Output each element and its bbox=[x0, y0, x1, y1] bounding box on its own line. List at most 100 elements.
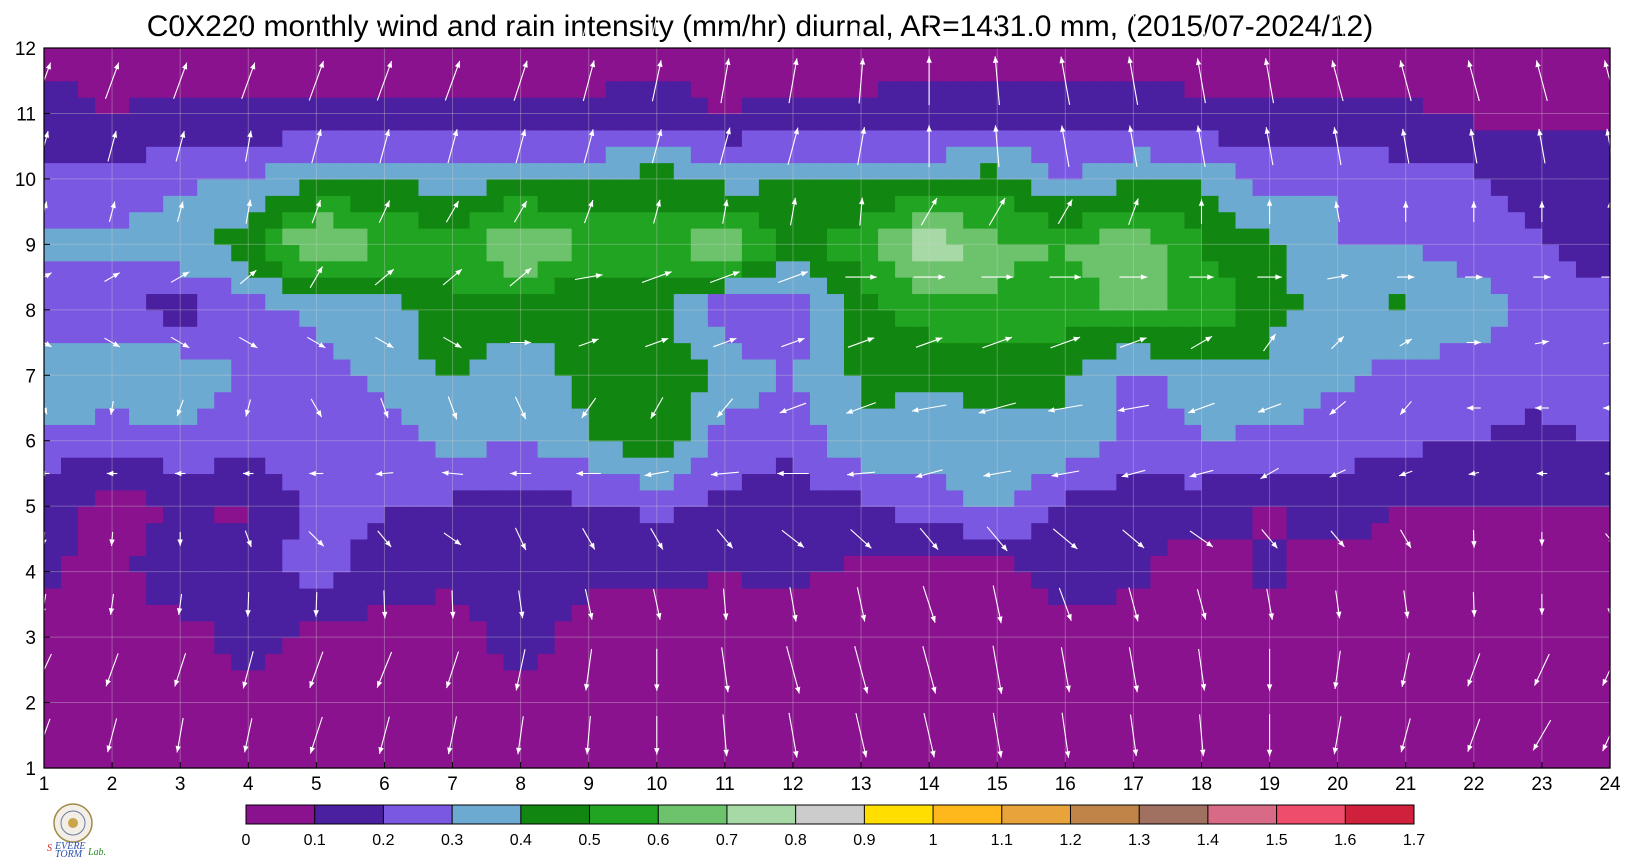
contour-cell bbox=[1541, 326, 1560, 344]
contour-cell bbox=[418, 751, 437, 769]
contour-cell bbox=[673, 162, 692, 180]
contour-cell bbox=[1184, 80, 1203, 98]
contour-cell bbox=[1048, 129, 1066, 147]
contour-cell bbox=[1337, 604, 1356, 622]
contour-cell bbox=[1592, 358, 1611, 376]
contour-cell bbox=[844, 97, 862, 115]
contour-cell bbox=[1218, 506, 1237, 524]
contour-cell bbox=[1218, 653, 1237, 671]
contour-cell bbox=[95, 293, 113, 311]
contour-cell bbox=[1235, 718, 1254, 736]
contour-cell bbox=[809, 506, 828, 524]
contour-cell bbox=[231, 718, 249, 736]
contour-cell bbox=[299, 473, 317, 491]
contour-cell bbox=[1065, 555, 1083, 573]
contour-cell bbox=[792, 375, 811, 393]
contour-cell bbox=[1388, 293, 1407, 311]
contour-cell bbox=[912, 293, 930, 311]
contour-cell bbox=[231, 538, 249, 556]
contour-cell bbox=[1201, 326, 1220, 344]
contour-cell bbox=[656, 244, 675, 262]
contour-cell bbox=[486, 751, 505, 769]
contour-cell bbox=[809, 669, 828, 687]
contour-cell bbox=[912, 97, 930, 115]
contour-cell bbox=[44, 48, 62, 65]
contour-cell bbox=[537, 506, 556, 524]
contour-cell bbox=[265, 358, 283, 376]
contour-cell bbox=[707, 653, 726, 671]
contour-cell bbox=[350, 178, 369, 196]
contour-cell bbox=[1065, 309, 1083, 327]
contour-cell bbox=[895, 686, 913, 704]
contour-cell bbox=[1201, 80, 1220, 98]
contour-cell bbox=[1592, 571, 1611, 589]
contour-cell bbox=[1558, 277, 1577, 295]
contour-cell bbox=[333, 751, 351, 769]
contour-cell bbox=[844, 178, 862, 196]
contour-cell bbox=[1371, 571, 1390, 589]
contour-cell bbox=[758, 538, 777, 556]
contour-cell bbox=[1065, 195, 1083, 213]
contour-cell bbox=[1286, 162, 1305, 180]
contour-cell bbox=[44, 538, 62, 556]
contour-cell bbox=[299, 637, 317, 655]
contour-cell bbox=[707, 604, 726, 622]
contour-cell bbox=[1286, 293, 1305, 311]
wind-arrow-head bbox=[1006, 274, 1013, 280]
contour-cell bbox=[690, 571, 709, 589]
contour-cell bbox=[1269, 473, 1288, 491]
contour-cell bbox=[1048, 195, 1066, 213]
contour-cell bbox=[1201, 735, 1220, 753]
contour-cell bbox=[1490, 440, 1509, 458]
contour-cell bbox=[1133, 718, 1152, 736]
contour-cell bbox=[350, 80, 369, 98]
contour-cell bbox=[163, 244, 181, 262]
contour-cell bbox=[265, 555, 283, 573]
contour-cell bbox=[1371, 620, 1390, 638]
contour-cell bbox=[333, 424, 351, 442]
contour-cell bbox=[844, 457, 862, 475]
contour-cell bbox=[656, 178, 675, 196]
contour-cell bbox=[1439, 440, 1458, 458]
contour-cell bbox=[418, 162, 437, 180]
contour-cell bbox=[639, 97, 658, 115]
contour-cell bbox=[214, 653, 232, 671]
contour-cell bbox=[741, 277, 760, 295]
contour-cell bbox=[1201, 162, 1220, 180]
contour-cell bbox=[1490, 473, 1509, 491]
contour-cell bbox=[214, 162, 232, 180]
contour-cell bbox=[1133, 506, 1152, 524]
wind-arrow bbox=[36, 0, 51, 34]
contour-cell bbox=[1099, 522, 1117, 540]
contour-cell bbox=[946, 326, 964, 344]
contour-cell bbox=[248, 669, 266, 687]
contour-cell bbox=[350, 408, 369, 425]
contour-cell bbox=[163, 391, 181, 409]
contour-cell bbox=[95, 178, 113, 196]
contour-cell bbox=[1337, 637, 1356, 655]
contour-cell bbox=[690, 228, 709, 245]
wind-arrow bbox=[995, 0, 1000, 40]
contour-cell bbox=[1405, 702, 1424, 720]
contour-cell bbox=[929, 48, 947, 65]
contour-cell bbox=[418, 620, 437, 638]
contour-cell bbox=[367, 48, 386, 65]
contour-cell bbox=[1014, 326, 1032, 344]
contour-cell bbox=[1320, 620, 1339, 638]
contour-cell bbox=[1150, 162, 1169, 180]
contour-cell bbox=[435, 293, 454, 311]
contour-cell bbox=[571, 211, 590, 229]
contour-cell bbox=[435, 718, 454, 736]
wind-arrow-head bbox=[44, 341, 52, 347]
contour-cell bbox=[1371, 309, 1390, 327]
contour-cell bbox=[44, 211, 62, 229]
contour-cell bbox=[792, 440, 811, 458]
contour-cell bbox=[129, 309, 147, 327]
contour-cell bbox=[1065, 588, 1083, 605]
contour-cell bbox=[775, 260, 794, 278]
contour-cell bbox=[758, 80, 777, 98]
contour-cell bbox=[1116, 604, 1134, 622]
contour-cell bbox=[639, 620, 658, 638]
contour-cell bbox=[963, 588, 981, 605]
contour-cell bbox=[758, 440, 777, 458]
